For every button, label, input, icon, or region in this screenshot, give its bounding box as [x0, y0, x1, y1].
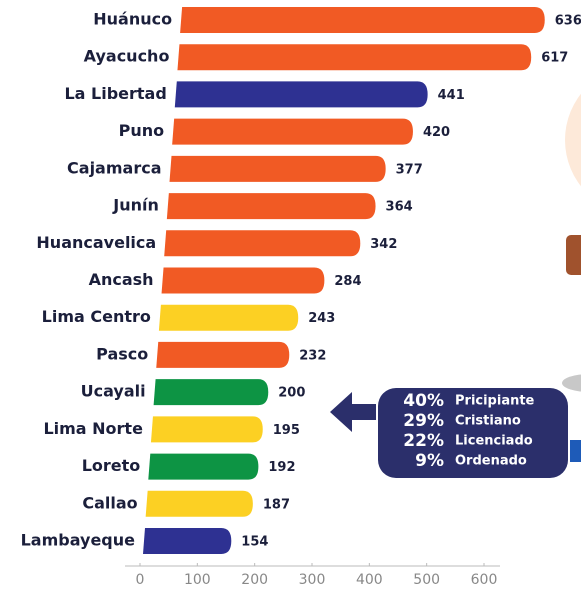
x-tick-label: 400 — [356, 572, 383, 588]
category-label: Huancavelica — [36, 233, 156, 252]
x-tick-label: 600 — [471, 572, 498, 588]
bar — [159, 305, 298, 331]
category-label: Puno — [119, 121, 165, 140]
bar — [170, 156, 386, 182]
value-label: 420 — [423, 125, 450, 140]
bar — [156, 342, 289, 368]
category-label: Lambayeque — [21, 531, 136, 550]
value-label: 284 — [334, 274, 361, 289]
x-tick-label: 0 — [136, 572, 145, 588]
decor — [565, 65, 581, 215]
category-label: Huánuco — [93, 10, 172, 29]
category-label: Callao — [82, 493, 137, 512]
category-label: Lima Centro — [42, 307, 151, 326]
value-label: 377 — [396, 162, 423, 177]
decor — [566, 235, 581, 275]
x-tick-label: 300 — [299, 572, 326, 588]
bar — [151, 416, 263, 442]
callout-percent: 9% — [415, 451, 444, 471]
decor — [562, 374, 581, 392]
value-label: 342 — [370, 237, 397, 252]
arrow — [330, 392, 376, 432]
bar — [172, 119, 413, 145]
bar — [146, 491, 253, 517]
bar — [148, 454, 258, 480]
value-label: 636 — [555, 14, 581, 29]
category-label: Cajamarca — [67, 158, 161, 177]
bar — [177, 44, 531, 70]
category-label: Junín — [112, 196, 159, 215]
callout-label: Pricipiante — [455, 394, 535, 409]
callout-percent: 40% — [403, 391, 444, 411]
category-label: Lima Norte — [43, 419, 143, 438]
bar — [154, 379, 269, 405]
value-label: 187 — [263, 497, 290, 512]
bar — [143, 528, 231, 554]
callout-label: Ordenado — [455, 454, 527, 469]
callout-percent: 29% — [403, 411, 444, 431]
bar — [162, 268, 325, 294]
category-label: Loreto — [82, 456, 141, 475]
callout-label: Licenciado — [455, 434, 533, 449]
value-label: 617 — [541, 51, 568, 66]
x-tick-label: 100 — [184, 572, 211, 588]
value-label: 200 — [278, 386, 305, 401]
value-label: 232 — [299, 348, 326, 363]
category-label: Pasco — [96, 344, 148, 363]
value-label: 195 — [273, 423, 300, 438]
value-label: 364 — [386, 200, 413, 215]
bar — [164, 230, 360, 256]
value-label: 154 — [241, 535, 268, 550]
value-label: 441 — [438, 88, 465, 103]
bar — [167, 193, 376, 219]
bar — [175, 81, 428, 107]
category-label: Ancash — [89, 270, 154, 289]
chart: Huánuco 636 Ayacucho 617 La Libertad 441 Puno 4… — [0, 0, 581, 589]
x-tick-label: 500 — [413, 572, 440, 588]
category-label: Ucayali — [81, 382, 146, 401]
value-label: 192 — [268, 460, 295, 475]
decor — [570, 440, 581, 462]
bar — [180, 7, 545, 33]
x-tick-label: 200 — [241, 572, 268, 588]
category-label: La Libertad — [64, 84, 166, 103]
callout-label: Cristiano — [455, 414, 521, 429]
category-label: Ayacucho — [84, 47, 170, 66]
value-label: 243 — [308, 311, 335, 326]
callout-percent: 22% — [403, 431, 444, 451]
